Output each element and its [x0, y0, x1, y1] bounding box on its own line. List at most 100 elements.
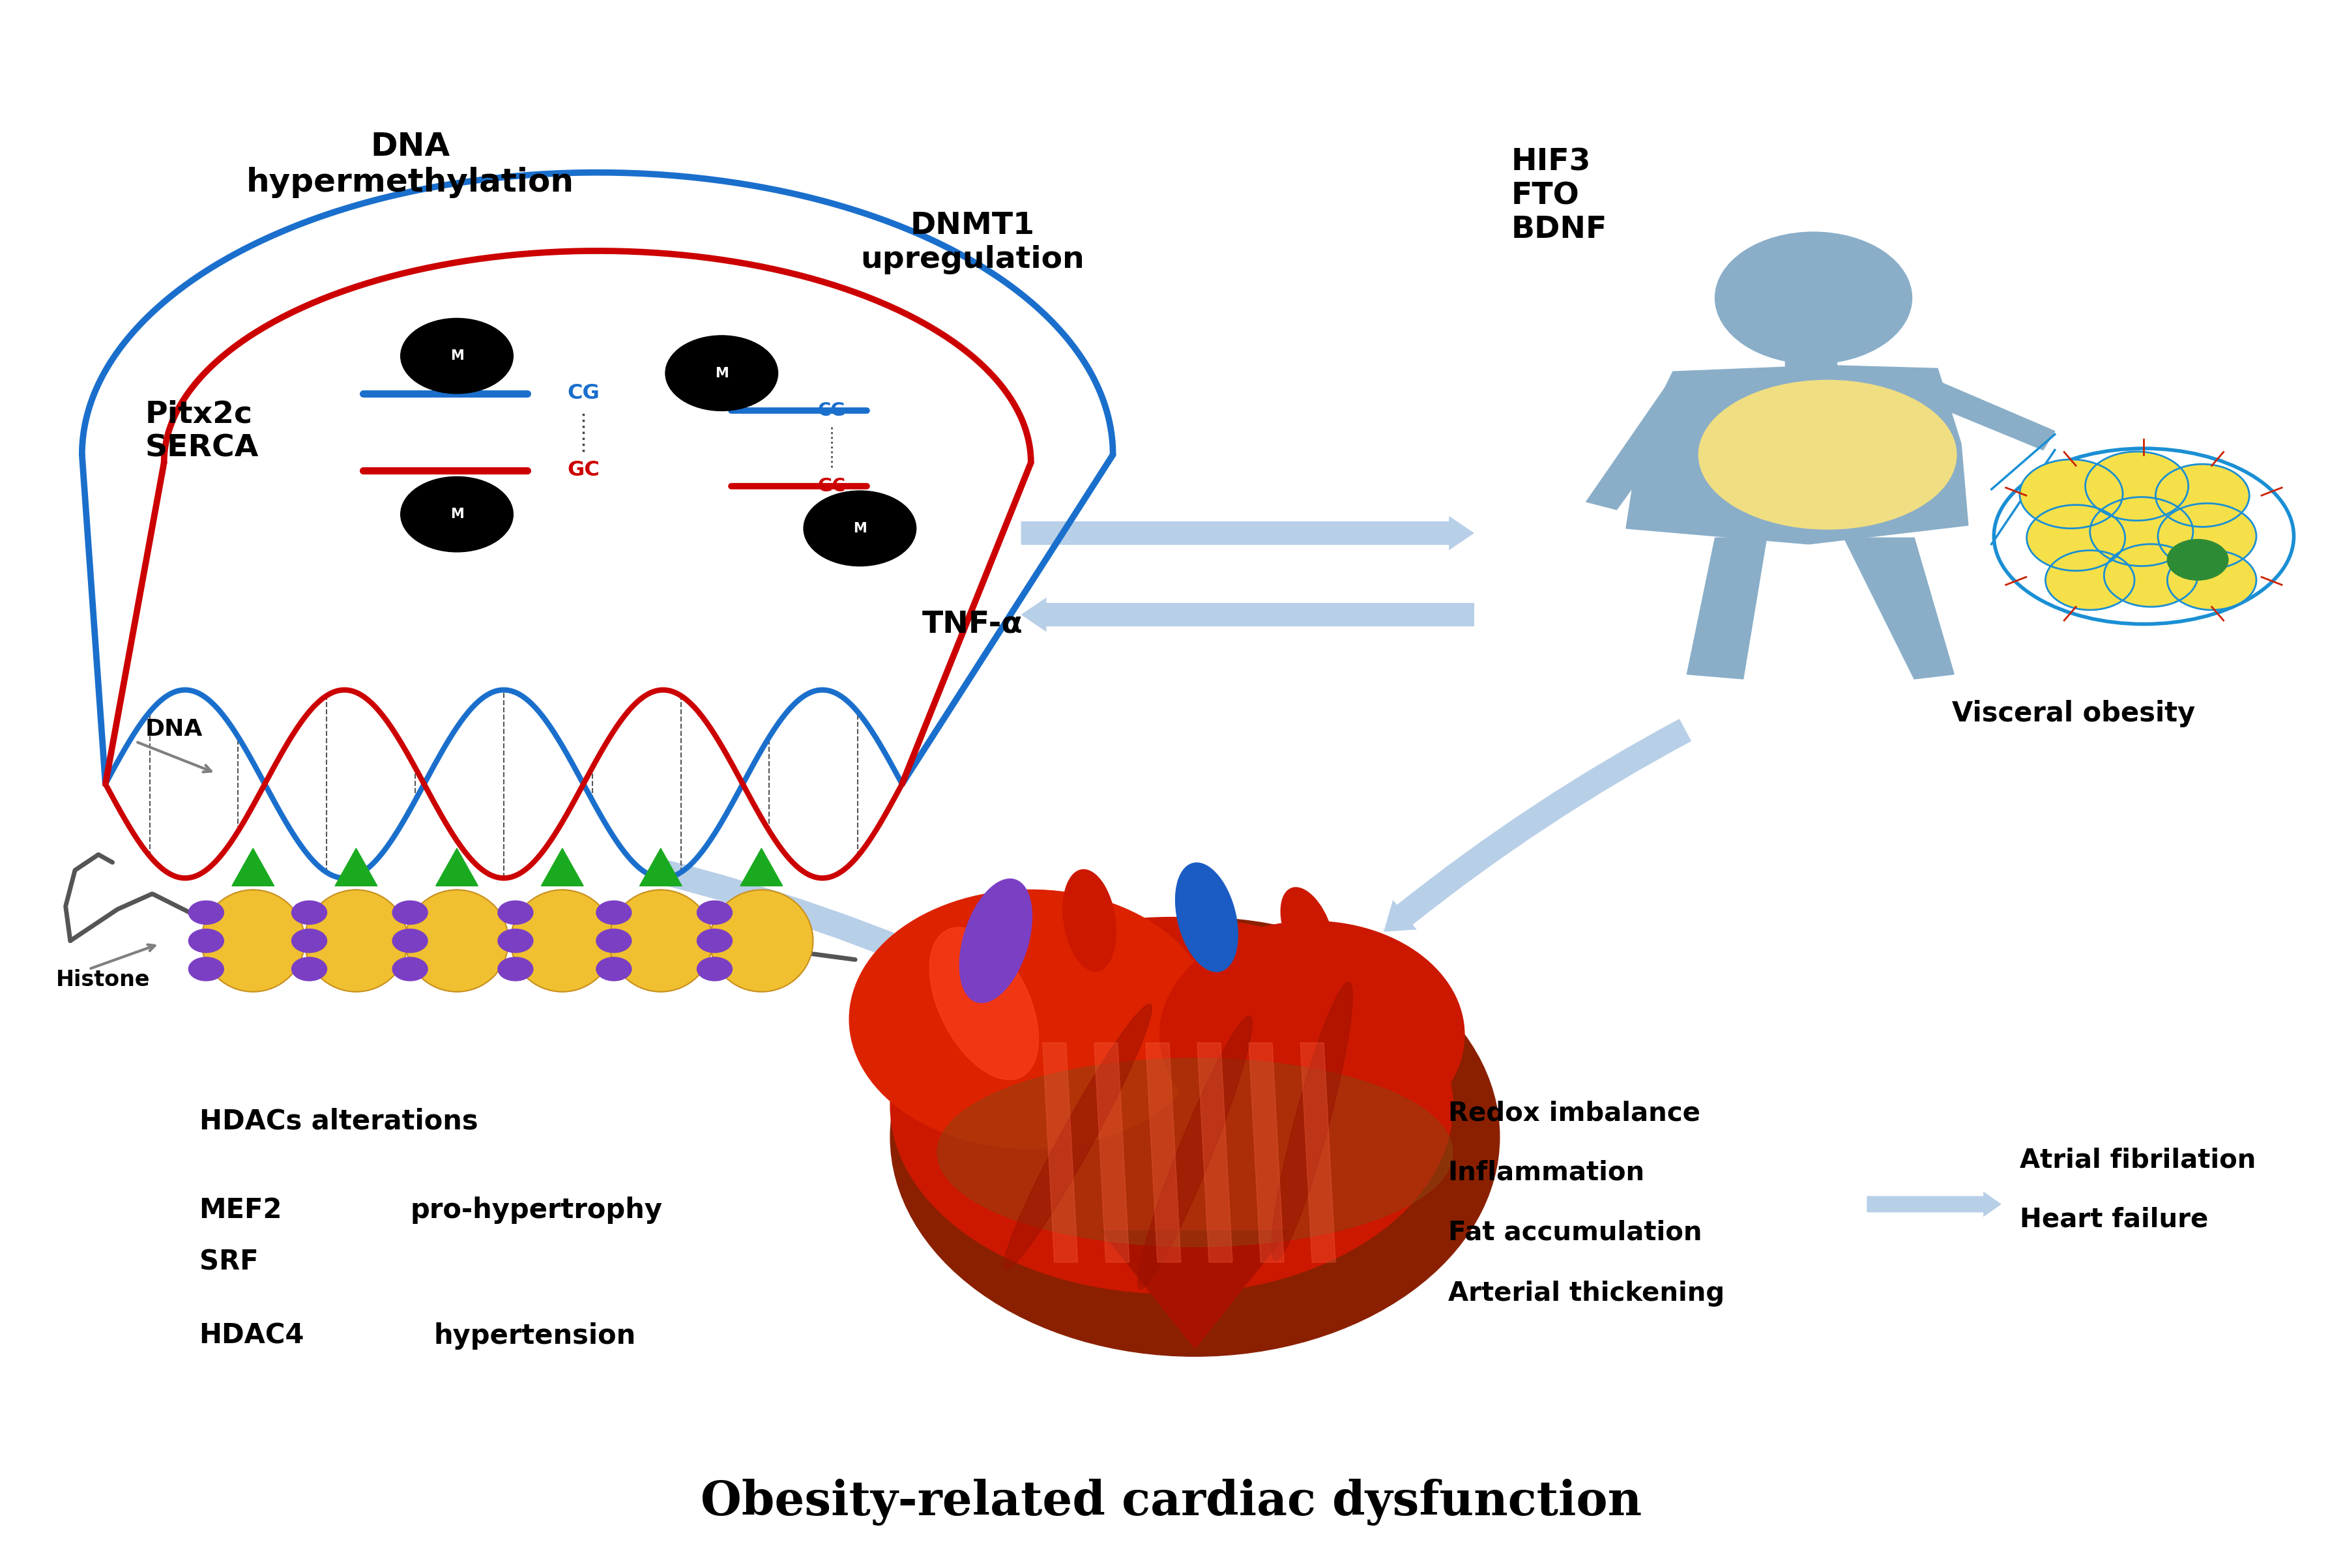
Circle shape [2158, 503, 2256, 569]
Circle shape [804, 491, 916, 566]
Text: DNA
hypermethylation: DNA hypermethylation [246, 130, 574, 199]
Text: Inflammation: Inflammation [1448, 1160, 1645, 1185]
Text: DNA: DNA [145, 718, 204, 740]
Polygon shape [1586, 376, 1706, 510]
Ellipse shape [937, 1058, 1453, 1247]
Ellipse shape [1003, 1004, 1153, 1270]
Text: Heart failure: Heart failure [2020, 1207, 2207, 1232]
Circle shape [595, 900, 630, 925]
FancyArrowPatch shape [1022, 597, 1474, 632]
Ellipse shape [848, 891, 1214, 1149]
Text: Atrial fibrilation: Atrial fibrilation [2020, 1148, 2256, 1173]
Text: GC: GC [818, 477, 846, 495]
Polygon shape [1626, 365, 1968, 544]
Ellipse shape [1160, 922, 1464, 1149]
Polygon shape [1249, 1043, 1284, 1262]
Polygon shape [1094, 1043, 1129, 1262]
FancyArrowPatch shape [1385, 718, 1692, 931]
Polygon shape [740, 848, 783, 886]
Text: HIF3
FTO
BDNF: HIF3 FTO BDNF [1511, 147, 1607, 245]
Polygon shape [1101, 1231, 1289, 1348]
Polygon shape [1921, 381, 2055, 450]
Text: M: M [450, 350, 464, 362]
Text: Histone: Histone [56, 969, 150, 991]
Ellipse shape [1064, 870, 1115, 971]
Circle shape [2104, 544, 2198, 607]
Circle shape [2020, 459, 2123, 528]
Ellipse shape [890, 917, 1500, 1356]
Circle shape [595, 956, 630, 982]
Circle shape [1715, 232, 1912, 364]
Circle shape [2045, 550, 2134, 610]
Polygon shape [1197, 1043, 1232, 1262]
Circle shape [698, 956, 731, 982]
Ellipse shape [1176, 862, 1237, 972]
Text: M: M [853, 522, 867, 535]
FancyArrowPatch shape [1867, 1192, 2001, 1217]
Circle shape [401, 477, 513, 552]
Ellipse shape [1699, 381, 1956, 530]
Polygon shape [1687, 538, 1767, 679]
Polygon shape [1146, 1043, 1181, 1262]
Text: HDACs alterations: HDACs alterations [199, 1107, 478, 1135]
Circle shape [2167, 550, 2256, 610]
FancyArrowPatch shape [1022, 516, 1474, 550]
Ellipse shape [511, 891, 614, 993]
Ellipse shape [1272, 982, 1352, 1261]
Circle shape [2090, 497, 2193, 566]
Circle shape [293, 900, 326, 925]
Ellipse shape [961, 880, 1031, 1002]
Text: M: M [715, 367, 729, 379]
Text: Redox imbalance: Redox imbalance [1448, 1101, 1701, 1126]
Circle shape [394, 900, 426, 925]
Circle shape [698, 928, 731, 953]
Text: DNMT1
upregulation: DNMT1 upregulation [860, 212, 1085, 274]
Polygon shape [1043, 1043, 1078, 1262]
Polygon shape [1844, 538, 1954, 679]
Circle shape [2027, 505, 2125, 571]
Text: TNF-α: TNF-α [921, 610, 1024, 638]
Circle shape [2085, 452, 2188, 521]
Ellipse shape [1282, 887, 1333, 972]
Polygon shape [436, 848, 478, 886]
Text: SRF: SRF [199, 1248, 258, 1276]
Text: Pitx2c
SERCA: Pitx2c SERCA [145, 400, 260, 463]
Text: MEF2: MEF2 [199, 1196, 281, 1225]
Polygon shape [335, 848, 377, 886]
Polygon shape [1300, 1043, 1336, 1262]
Text: M: M [450, 508, 464, 521]
Circle shape [394, 928, 426, 953]
Text: Obesity-related cardiac dysfunction: Obesity-related cardiac dysfunction [701, 1479, 1642, 1526]
FancyArrowPatch shape [654, 858, 1005, 1000]
Ellipse shape [890, 917, 1453, 1294]
Text: CG: CG [567, 384, 600, 403]
Polygon shape [640, 848, 682, 886]
Text: GC: GC [567, 461, 600, 480]
Ellipse shape [1139, 1016, 1251, 1289]
Ellipse shape [405, 891, 508, 993]
Circle shape [497, 900, 532, 925]
Circle shape [187, 928, 223, 953]
Circle shape [394, 956, 426, 982]
Ellipse shape [201, 891, 305, 993]
Ellipse shape [305, 891, 408, 993]
Text: hypertension: hypertension [433, 1322, 635, 1350]
Circle shape [293, 928, 326, 953]
Text: pro-hypertrophy: pro-hypertrophy [410, 1196, 663, 1225]
Circle shape [2167, 539, 2228, 580]
Circle shape [497, 928, 532, 953]
Circle shape [698, 900, 731, 925]
FancyBboxPatch shape [1785, 315, 1837, 372]
Ellipse shape [609, 891, 712, 993]
Text: Arterial thickening: Arterial thickening [1448, 1281, 1724, 1306]
Ellipse shape [710, 891, 813, 993]
Circle shape [293, 956, 326, 982]
Circle shape [2156, 464, 2249, 527]
Polygon shape [541, 848, 583, 886]
Ellipse shape [930, 927, 1038, 1080]
Polygon shape [232, 848, 274, 886]
Circle shape [665, 336, 778, 411]
Text: Visceral obesity: Visceral obesity [1952, 699, 2195, 728]
Circle shape [187, 900, 223, 925]
Circle shape [401, 318, 513, 394]
